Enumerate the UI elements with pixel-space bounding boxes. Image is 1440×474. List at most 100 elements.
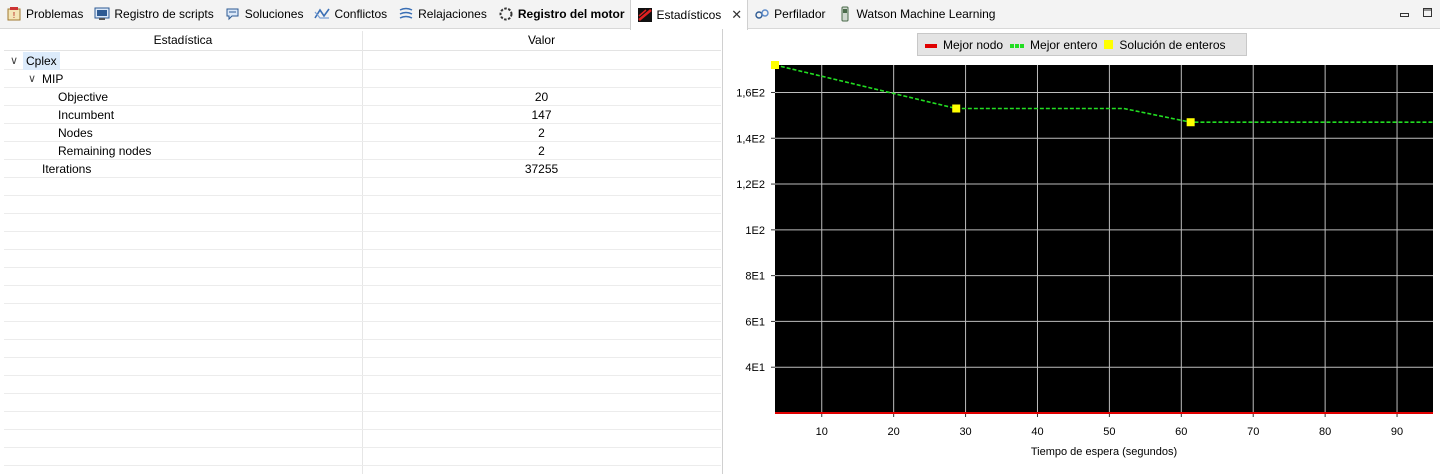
legend-label: Mejor entero: [1030, 37, 1098, 52]
legend-item[interactable]: Solución de enteros: [1104, 37, 1226, 52]
column-header-statistic[interactable]: Estadística: [153, 33, 213, 47]
table-row[interactable]: Nodes 2: [4, 124, 721, 142]
tab-watson-ml[interactable]: Watson Machine Learning: [831, 0, 1001, 29]
x-tick-label: 40: [1031, 426, 1043, 438]
x-tick-label: 50: [1103, 426, 1115, 438]
table-row[interactable]: Iterations 37255: [4, 160, 721, 178]
window-controls: [1400, 7, 1432, 17]
legend-label: Solución de enteros: [1119, 37, 1226, 52]
y-tick-label: 6E1: [745, 316, 765, 328]
row-name: Nodes: [58, 126, 93, 140]
maximize-icon[interactable]: [1423, 7, 1432, 17]
table-row[interactable]: Remaining nodes 2: [4, 142, 721, 160]
row-name: Incumbent: [58, 108, 115, 122]
legend-swatch: [1010, 38, 1025, 52]
series-marker-solucion: [952, 104, 961, 113]
x-tick-label: 20: [888, 426, 900, 438]
row-separator: [4, 321, 721, 322]
row-separator: [4, 375, 721, 376]
tab-problems[interactable]: ! Problemas: [0, 0, 88, 29]
tab-label: Problemas: [26, 7, 84, 21]
y-tick-label: 1,4E2: [736, 133, 765, 145]
tab-profiler[interactable]: Perfilador: [748, 0, 830, 29]
tab-script-log[interactable]: Registro de scripts: [88, 0, 218, 29]
svg-text:!: !: [13, 11, 15, 20]
row-value: 2: [538, 126, 545, 140]
row-name: Cplex: [23, 52, 60, 70]
row-value: 37255: [524, 162, 559, 176]
row-separator: [4, 231, 721, 232]
tab-label: Registro de scripts: [114, 7, 214, 21]
x-tick-label: 80: [1319, 426, 1331, 438]
y-tick-label: 1,6E2: [736, 87, 765, 99]
row-separator: [4, 267, 721, 268]
legend-item[interactable]: Mejor nodo: [925, 38, 1003, 52]
close-icon[interactable]: ✕: [731, 6, 743, 22]
row-name: MIP: [42, 72, 64, 86]
table-row[interactable]: Objective 20: [4, 88, 721, 106]
table-row[interactable]: ∨ MIP: [4, 70, 721, 88]
y-tick-label: 8E1: [745, 271, 765, 283]
x-axis-title: Tiempo de espera (segundos): [1031, 446, 1177, 458]
x-tick-label: 10: [816, 426, 828, 438]
panel-divider[interactable]: [722, 29, 723, 474]
table-row[interactable]: ∨ Cplex: [4, 52, 721, 70]
y-tick-label: 4E1: [745, 362, 765, 374]
row-separator: [4, 249, 721, 250]
row-name: Iterations: [42, 162, 92, 176]
statistics-table: Estadística Valor ∨ Cplex ∨ MIP Objective 20 I…: [4, 31, 721, 474]
row-separator: [4, 357, 721, 358]
legend-item[interactable]: Mejor entero: [1010, 38, 1097, 52]
row-separator: [4, 447, 721, 448]
x-tick-label: 30: [959, 426, 971, 438]
x-tick-label: 90: [1391, 426, 1403, 438]
solutions-icon: [225, 6, 241, 22]
legend-swatch: [925, 38, 937, 52]
engine-log-icon: [498, 6, 514, 22]
tab-label: Conflictos: [334, 7, 388, 21]
watson-ml-icon: [837, 6, 853, 22]
row-separator: [4, 411, 721, 412]
row-separator: [4, 285, 721, 286]
tab-engine-log[interactable]: Registro del motor: [492, 0, 630, 29]
profiler-icon: [754, 6, 770, 22]
row-value: 20: [534, 90, 549, 104]
row-separator: [4, 429, 721, 430]
tab-label: Estadísticos: [656, 7, 722, 22]
y-tick-label: 1,2E2: [736, 179, 765, 191]
tab-solutions[interactable]: Soluciones: [219, 0, 309, 29]
statistics-chart: 10 20 30 40 50 60 70 80 90 4E1 6E1 8E1 1E2 1,2E2 1,4E2…: [736, 61, 1433, 458]
row-separator: [4, 69, 721, 70]
tab-relaxations[interactable]: Relajaciones: [392, 0, 492, 29]
chevron-down-icon[interactable]: ∨: [28, 73, 37, 85]
row-separator: [4, 465, 721, 466]
row-separator: [4, 159, 721, 160]
chevron-down-icon[interactable]: ∨: [10, 55, 19, 67]
row-separator: [4, 339, 721, 340]
relaxations-icon: [398, 6, 414, 22]
row-value: 147: [531, 108, 552, 122]
table-row[interactable]: Incumbent 147: [4, 106, 721, 124]
row-separator: [4, 141, 721, 142]
problems-icon: !: [6, 6, 22, 22]
row-separator: [4, 213, 721, 214]
row-name: Remaining nodes: [58, 144, 152, 158]
row-separator: [4, 195, 721, 196]
row-separator: [4, 105, 721, 106]
x-tick-label: 60: [1175, 426, 1187, 438]
tab-label: Relajaciones: [418, 7, 487, 21]
tab-conflicts[interactable]: Conflictos: [308, 0, 392, 29]
tab-label: Perfilador: [774, 7, 826, 21]
column-header-value[interactable]: Valor: [527, 33, 556, 47]
tab-label: Soluciones: [244, 7, 304, 21]
plot-area: [775, 65, 1433, 413]
minimize-icon[interactable]: [1400, 7, 1409, 17]
chart-legend: Mejor nodo Mejor entero Solución de entero…: [917, 33, 1247, 56]
y-tick-label: 1E2: [745, 225, 765, 237]
row-value: 2: [538, 144, 545, 158]
legend-swatch: [1104, 38, 1114, 52]
script-log-icon: [94, 6, 110, 22]
column-divider: [362, 31, 363, 474]
row-separator: [4, 393, 721, 394]
tab-statistics[interactable]: Estadísticos ✕: [629, 0, 749, 30]
